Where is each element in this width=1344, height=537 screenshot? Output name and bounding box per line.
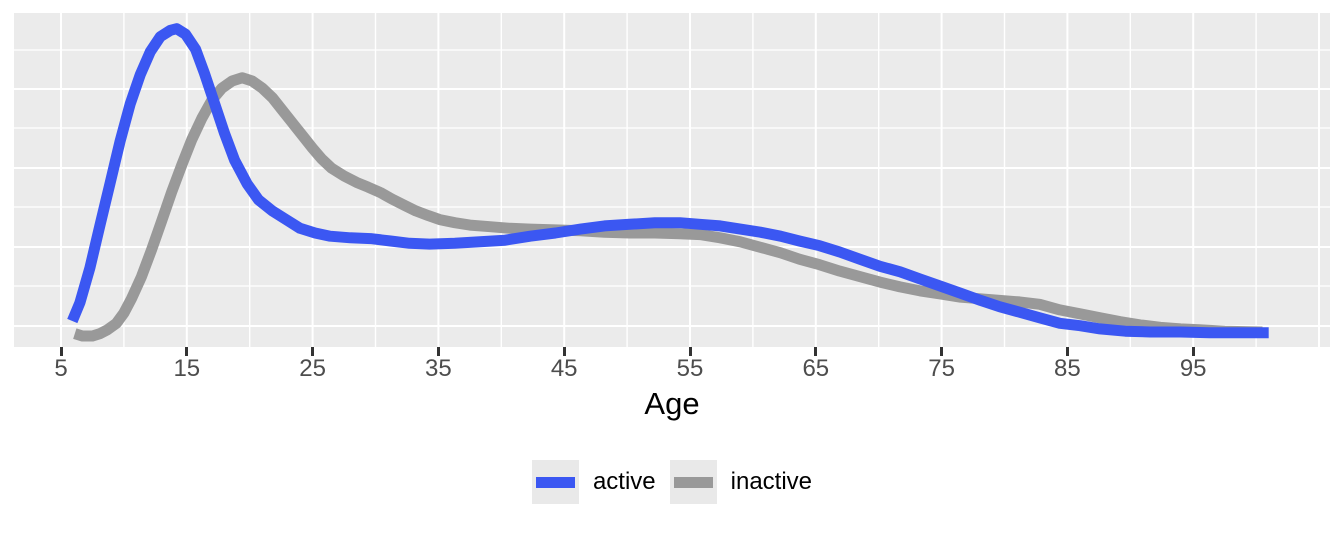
- x-tick-label: 35: [425, 355, 452, 382]
- legend-swatch-inactive: [673, 476, 713, 488]
- legend-entry-active: active: [531, 460, 656, 504]
- x-tick-label: 5: [54, 355, 68, 382]
- legend-key: [669, 460, 717, 504]
- x-tick-mark: [311, 347, 315, 356]
- x-tick-mark: [1065, 347, 1069, 356]
- x-tick-mark: [814, 347, 818, 356]
- x-tick-label: 65: [802, 355, 830, 382]
- legend-key: [531, 460, 579, 504]
- x-tick-label: 25: [299, 355, 326, 382]
- x-tick-mark: [59, 347, 63, 356]
- x-tick-label: 45: [550, 355, 578, 382]
- x-tick-mark: [940, 347, 944, 356]
- x-tick-mark: [688, 347, 692, 356]
- x-tick-label: 55: [676, 355, 704, 382]
- x-axis-title: Age: [644, 386, 700, 421]
- x-tick-label: 85: [1054, 355, 1081, 382]
- density-curve-active: [67, 23, 1269, 339]
- legend-label: inactive: [730, 468, 813, 495]
- legend-label: active: [592, 468, 656, 495]
- x-tick-mark: [436, 347, 440, 356]
- plot-canvas: [14, 13, 1330, 347]
- x-tick-label: 15: [173, 355, 201, 382]
- x-tick-mark: [185, 347, 189, 356]
- legend-swatch-active: [535, 476, 575, 488]
- x-tick-label: 95: [1179, 355, 1207, 382]
- legend: active inactive: [0, 458, 1344, 506]
- x-tick-mark: [1191, 347, 1195, 356]
- legend-entry-inactive: inactive: [669, 460, 813, 504]
- plot-panel: [14, 13, 1330, 347]
- x-tick-mark: [562, 347, 566, 356]
- x-tick-label: 75: [928, 355, 955, 382]
